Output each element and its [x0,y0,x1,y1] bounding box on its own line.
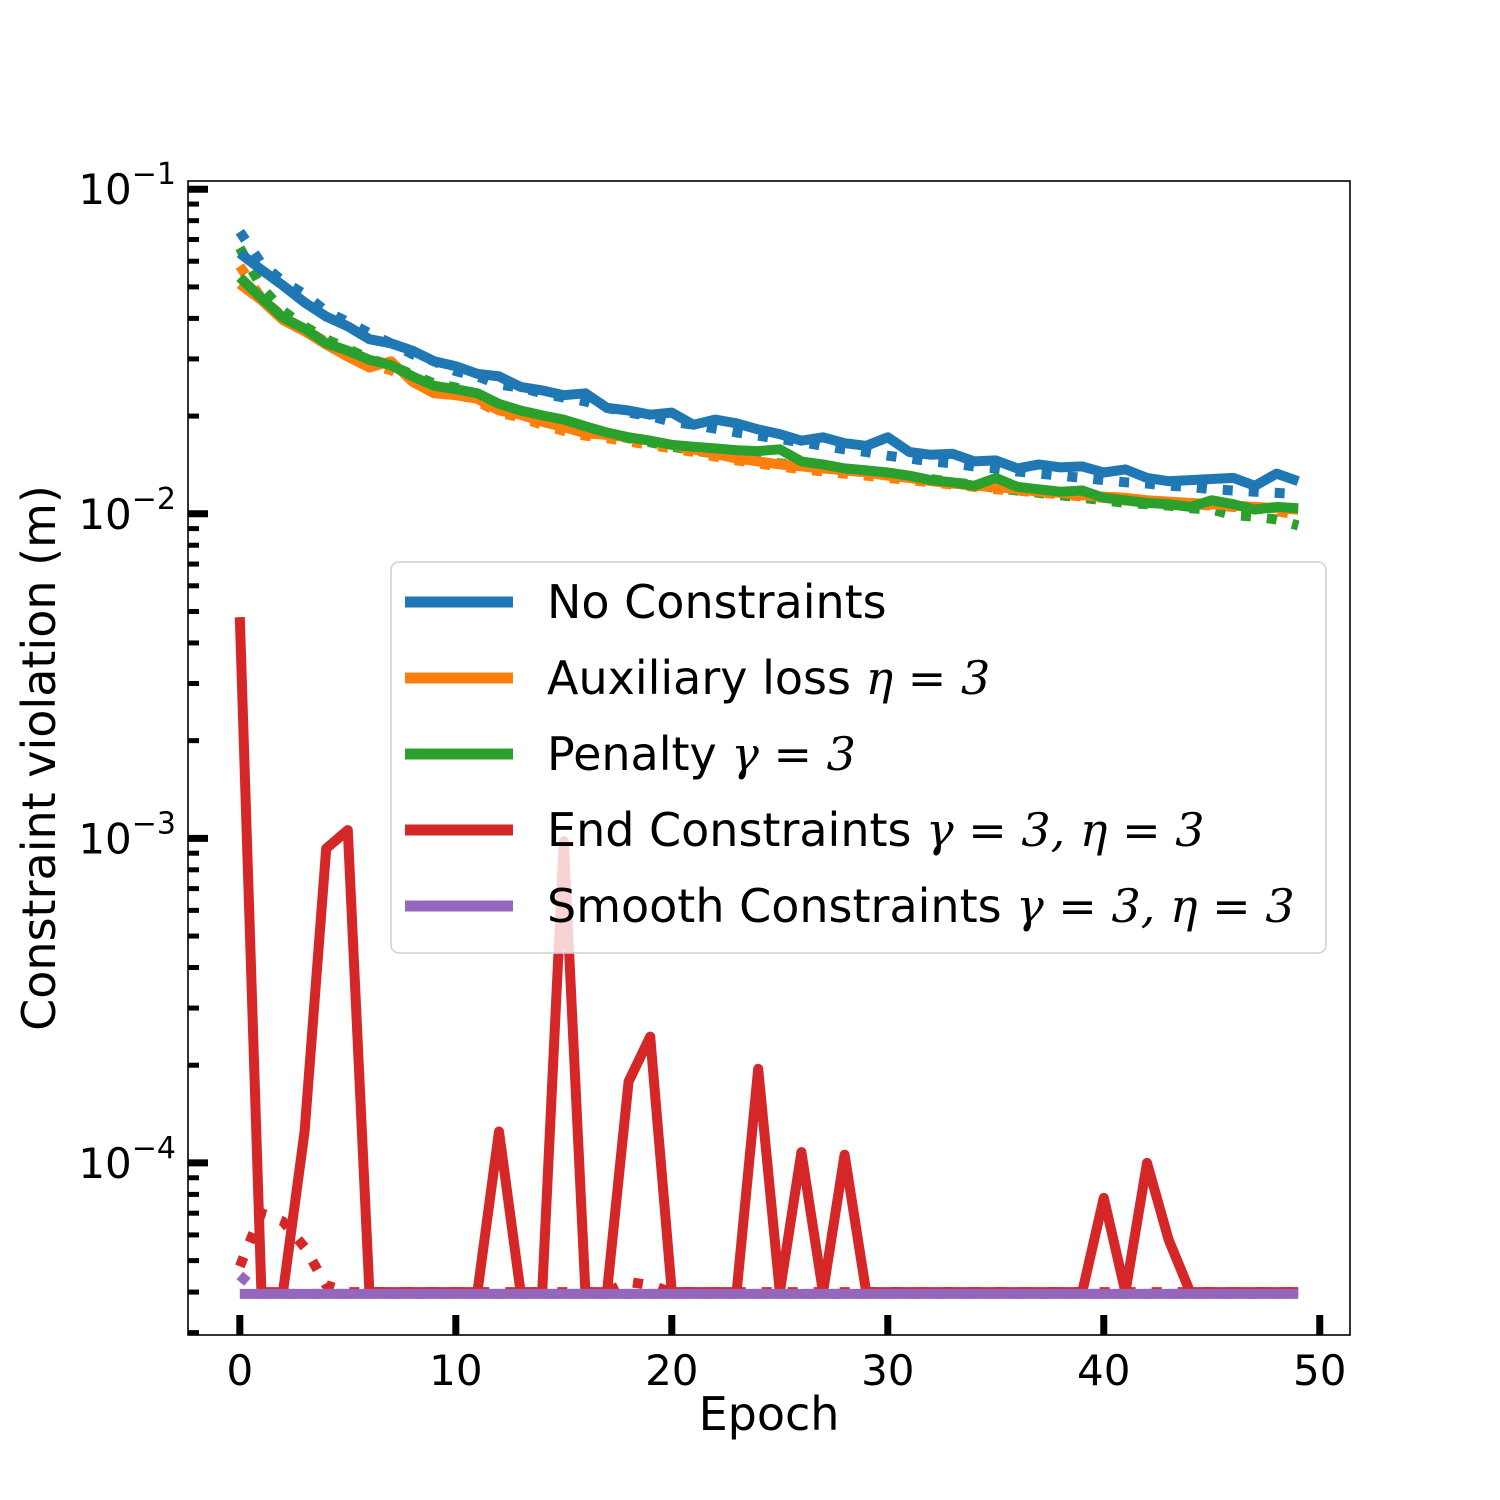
legend-label: End Constraints γ = 3, η = 3 [547,803,1205,857]
legend-label: Auxiliary loss η = 3 [547,651,990,705]
legend-label: Smooth Constraints γ = 3, η = 3 [547,879,1295,933]
series-line-0 [236,249,1300,491]
x-tick-label: 10 [429,1346,482,1395]
y-tick-base: 10 [78,490,131,539]
legend-label-text: Smooth Constraints [547,879,1016,933]
y-tick-label: 10−1 [78,157,176,214]
legend-label: Penalty γ = 3 [547,727,856,781]
y-axis: 10−410−310−210−1 [78,157,208,1336]
legend-label-text: End Constraints [547,803,926,857]
y-axis-label: Constraint violation (m) [12,485,66,1031]
y-tick-base: 10 [78,165,131,214]
legend-label: No Constraints [547,575,887,629]
series-layer [234,228,1300,1299]
x-tick-label: 40 [1077,1346,1130,1395]
x-axis: 0 10 20 30 40 50 [226,1315,1346,1395]
legend-label-math: γ = 3, η = 3 [1016,879,1294,933]
x-axis-label: Epoch [699,1387,840,1441]
y-tick-exponent: −1 [132,157,176,192]
y-tick-label: 10−2 [78,482,176,539]
legend-label-text: Penalty [547,727,731,781]
y-tick-base: 10 [78,814,131,863]
legend-label-text: Auxiliary loss [547,651,866,705]
legend-label-text: No Constraints [547,575,887,629]
series-line-1 [235,228,1299,500]
y-tick-label: 10−4 [78,1131,176,1188]
legend-label-math: γ = 3 [731,727,856,781]
series-line-4 [236,273,1299,515]
y-tick-base: 10 [78,1139,131,1188]
y-tick-label: 10−3 [78,806,176,863]
legend-frame [390,561,1327,954]
plot-frame [187,180,1351,1336]
y-tick-exponent: −4 [132,1131,176,1166]
x-tick-label: 0 [226,1346,253,1395]
legend-label-math: γ = 3, η = 3 [926,803,1204,857]
x-tick-label: 50 [1293,1346,1346,1395]
legend: No Constraints Auxiliary loss η = 3Penal… [390,561,1327,954]
legend-label-math: η = 3 [866,651,991,705]
y-tick-exponent: −3 [132,806,176,841]
y-tick-exponent: −2 [132,482,176,517]
x-tick-label: 30 [861,1346,914,1395]
x-tick-label: 20 [645,1346,698,1395]
